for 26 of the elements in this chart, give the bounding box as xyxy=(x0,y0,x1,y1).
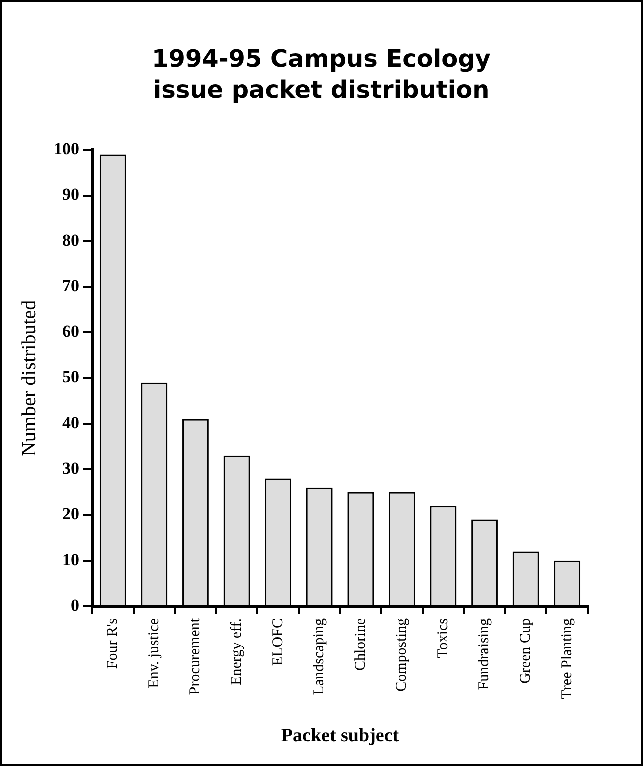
y-tick-label: 90 xyxy=(62,185,80,204)
y-tick-label: 60 xyxy=(62,322,80,342)
x-tick-label: ELOFC xyxy=(270,618,286,666)
y-tick-label: 70 xyxy=(62,276,80,296)
y-tick-label: 10 xyxy=(62,550,80,570)
x-axis-title: Packet subject xyxy=(281,726,400,747)
y-tick-label: 30 xyxy=(62,459,80,478)
y-tick-label: 0 xyxy=(71,596,80,615)
x-tick-label: Energy eff. xyxy=(228,618,245,686)
chart-title: 1994-95 Campus Ecology issue packet distribution xyxy=(152,44,492,106)
x-tick-label: Tree Planting xyxy=(559,618,576,700)
y-tick-label: 40 xyxy=(62,413,80,432)
x-tick-label: Four R's xyxy=(105,618,122,670)
x-tick-label: Env. justice xyxy=(146,618,162,688)
y-tick-label: 100 xyxy=(54,140,80,159)
x-tick-label: Fundraising xyxy=(476,618,493,690)
y-tick-label: 80 xyxy=(62,230,80,250)
x-tick-label: Green Cup xyxy=(518,618,534,684)
x-tick-label: Procurement xyxy=(188,618,204,696)
y-tick-label: 20 xyxy=(62,504,80,524)
y-tick-label: 50 xyxy=(62,368,80,387)
y-axis-title: Number distributed xyxy=(18,300,40,456)
x-tick-label: Composting xyxy=(394,618,410,692)
x-tick-label: Toxics xyxy=(435,618,452,658)
x-tick-label: Landscaping xyxy=(312,618,328,696)
x-tick-label: Chlorine xyxy=(352,618,369,671)
